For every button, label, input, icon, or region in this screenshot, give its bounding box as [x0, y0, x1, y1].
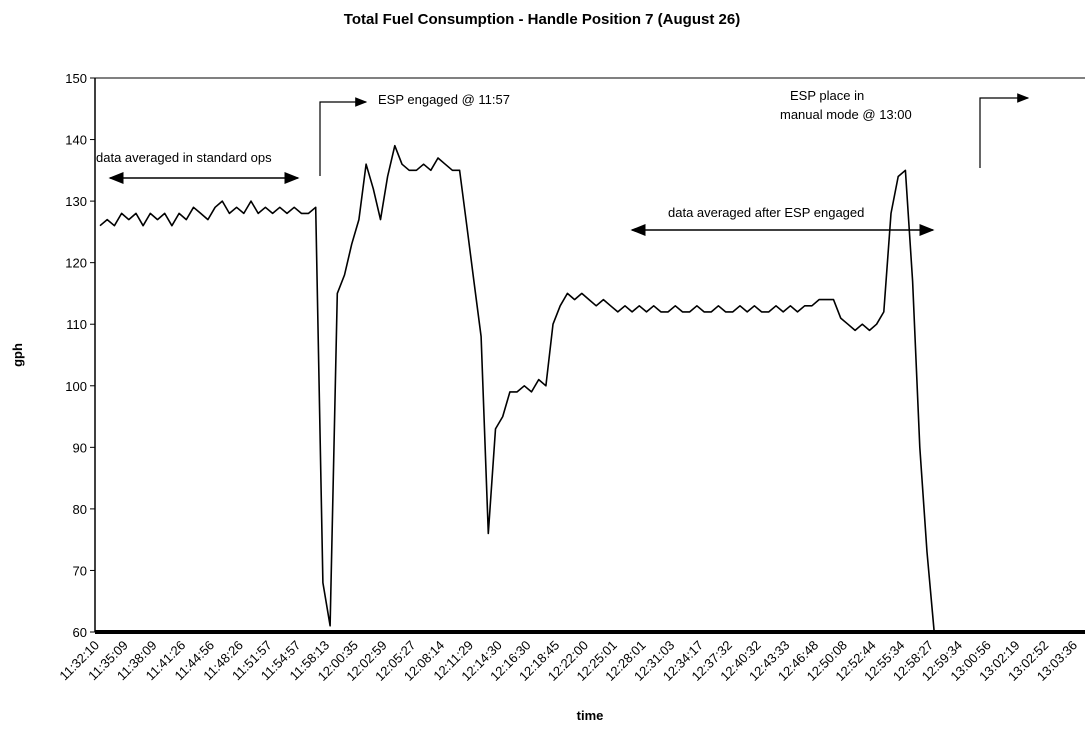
y-tick-label: 140	[65, 133, 87, 148]
annotation: data averaged in standard ops	[96, 150, 272, 165]
y-tick-label: 90	[73, 440, 87, 455]
annotation: ESP place in	[790, 88, 864, 103]
annotation: data averaged after ESP engaged	[668, 205, 864, 220]
y-tick-label: 150	[65, 71, 87, 86]
y-tick-label: 60	[73, 625, 87, 640]
arrow	[319, 97, 368, 176]
annotation: manual mode @ 13:00	[780, 107, 912, 122]
y-tick-label: 110	[66, 317, 87, 332]
chart-title: Total Fuel Consumption - Handle Position…	[344, 11, 740, 28]
y-tick-label: 120	[65, 256, 87, 271]
y-tick-label: 80	[73, 502, 87, 517]
y-tick-label: 70	[73, 563, 87, 578]
x-axis-label: time	[577, 708, 604, 723]
annotation: ESP engaged @ 11:57	[378, 92, 510, 107]
annotations: data averaged in standard ops ESP engage…	[96, 88, 1030, 236]
arrow	[979, 93, 1030, 168]
y-tick-label: 100	[65, 379, 87, 394]
data-line	[99, 144, 935, 633]
y-tick-label: 130	[65, 194, 87, 209]
y-axis-label: gph	[10, 343, 25, 367]
